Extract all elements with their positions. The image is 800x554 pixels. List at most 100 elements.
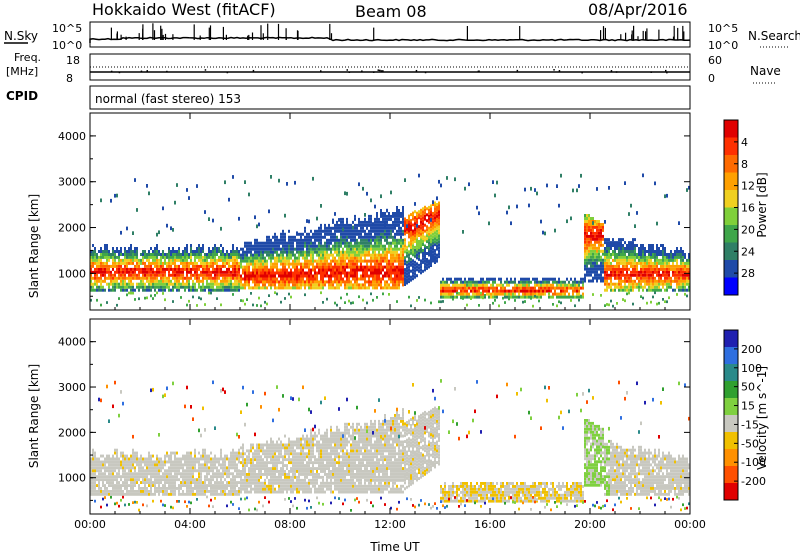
echo-cell	[160, 490, 162, 493]
echo-cell	[594, 264, 596, 268]
echo-cell	[198, 285, 200, 289]
echo-cell	[134, 478, 136, 482]
echo-cell	[386, 247, 388, 251]
echo-cell	[400, 259, 402, 263]
echo-cell	[272, 247, 274, 251]
echo-cell	[344, 235, 346, 239]
echo-cell	[344, 286, 346, 290]
echo-cell	[274, 262, 276, 266]
echo-cell	[592, 228, 594, 232]
echo-cell	[106, 276, 108, 280]
echo-cell	[160, 475, 162, 479]
echo-cell	[152, 282, 154, 286]
echo-cell	[608, 285, 610, 289]
echo-cell	[544, 292, 546, 296]
echo-cell	[520, 295, 522, 299]
echo-cell	[102, 460, 104, 464]
echo-cell	[278, 280, 280, 284]
echo-cell	[546, 289, 548, 293]
echo-cell	[110, 478, 112, 482]
echo-cell	[546, 277, 548, 281]
echo-cell	[156, 253, 158, 256]
echo-cell	[642, 267, 644, 271]
echo-cell	[422, 257, 424, 261]
echo-cell	[436, 259, 438, 263]
echo-cell	[360, 220, 362, 224]
freq-dot	[477, 70, 480, 73]
echo-cell	[588, 246, 590, 250]
echo-cell	[510, 221, 512, 226]
echo-cell	[112, 288, 114, 292]
echo-cell	[330, 259, 332, 263]
freq-dot	[320, 70, 322, 72]
echo-cell	[328, 247, 330, 251]
echo-cell	[252, 262, 254, 266]
echo-cell	[682, 261, 684, 265]
echo-cell	[276, 247, 278, 251]
echo-cell	[416, 241, 418, 245]
echo-cell	[108, 478, 110, 482]
echo-cell	[396, 209, 398, 212]
echo-cell	[158, 288, 160, 292]
echo-cell	[260, 250, 262, 254]
echo-cell	[368, 274, 370, 278]
cpid-label: CPID	[6, 89, 38, 103]
echo-cell	[144, 475, 146, 479]
echo-cell	[298, 280, 300, 284]
echo-cell	[646, 276, 648, 280]
echo-cell	[136, 282, 138, 286]
echo-cell	[188, 255, 190, 259]
echo-cell	[660, 253, 662, 256]
echo-cell	[552, 292, 554, 296]
echo-cell	[388, 229, 390, 233]
echo-cell	[280, 238, 282, 242]
echo-cell	[550, 286, 552, 290]
echo-cell	[628, 255, 630, 259]
echo-cell	[312, 176, 314, 181]
echo-cell	[652, 255, 654, 259]
echo-cell	[452, 292, 454, 296]
echo-cell	[446, 283, 448, 287]
echo-cell	[90, 253, 92, 256]
echo-cell	[382, 277, 384, 281]
echo-cell	[162, 273, 164, 277]
echo-cell	[334, 259, 336, 263]
echo-cell	[368, 232, 370, 236]
echo-cell	[300, 232, 302, 236]
echo-cell	[386, 226, 388, 230]
echo-cell	[368, 259, 370, 263]
echo-cell	[214, 253, 216, 256]
echo-cell	[360, 226, 362, 230]
echo-cell	[112, 472, 114, 476]
echo-cell	[104, 264, 106, 268]
echo-cell	[338, 274, 340, 278]
echo-cell	[436, 214, 438, 218]
echo-cell	[386, 235, 388, 239]
echo-cell	[104, 457, 106, 461]
echo-cell	[270, 265, 272, 269]
echo-cell	[534, 280, 536, 284]
echo-cell	[236, 258, 238, 262]
echo-cell	[368, 244, 370, 248]
echo-cell	[258, 247, 260, 251]
echo-cell	[230, 270, 232, 274]
echo-cell	[600, 273, 602, 277]
echo-cell	[592, 234, 594, 238]
echo-cell	[684, 270, 686, 274]
echo-cell	[498, 304, 500, 308]
echo-cell	[386, 241, 388, 245]
echo-cell	[212, 267, 214, 271]
echo-cell	[530, 292, 532, 296]
echo-cell	[388, 268, 390, 272]
echo-cell	[468, 283, 470, 287]
echo-cell	[290, 247, 292, 251]
echo-cell	[660, 250, 662, 253]
echo-cell	[688, 288, 690, 292]
echo-cell	[352, 247, 354, 251]
echo-cell	[190, 255, 192, 259]
echo-cell	[194, 288, 196, 292]
echo-cell	[136, 481, 138, 484]
echo-cell	[568, 283, 570, 287]
echo-cell	[670, 250, 672, 253]
